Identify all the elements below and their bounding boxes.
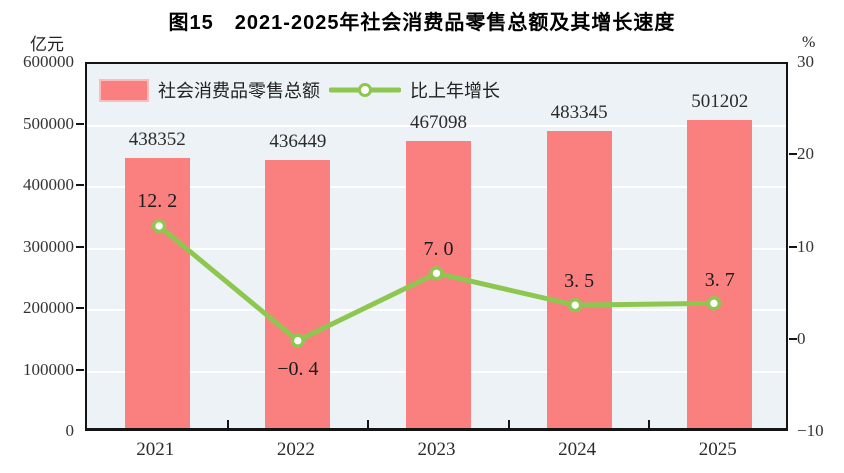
bar-value-label: 438352 [128,129,186,151]
right-axis-tick [789,245,797,248]
left-axis-unit: 亿元 [30,35,64,54]
right-axis-tick-label: 10 [797,236,814,256]
growth-value-label: 12. 2 [137,190,178,213]
left-axis-tick [76,307,84,309]
growth-value-label: −0. 4 [277,358,319,381]
left-axis-tick [76,122,84,125]
right-axis-tick-label: 20 [797,144,814,164]
x-axis-label-2024: 2024 [558,439,597,460]
left-axis-tick-label: 100000 [23,359,74,379]
x-axis-tick [226,420,229,428]
right-axis-tick [789,337,797,340]
x-axis-tick [648,420,651,428]
bar-value-label: 467098 [410,111,467,133]
left-axis-tick-label: 600000 [23,52,74,71]
left-axis-tick [76,184,84,186]
left-axis-tick [76,368,84,371]
bar-2022 [265,159,331,428]
left-axis-tick-label: 400000 [23,175,74,194]
gridline [87,124,786,127]
legend-line-label: 比上年增长 [410,81,500,101]
x-axis-label-2023: 2023 [417,439,456,460]
x-axis-tick [367,420,370,428]
legend-bar-label: 社会消费品零售总额 [158,81,320,101]
growth-value-label: 3. 5 [564,270,595,293]
right-axis-tick-label: 30 [797,52,814,71]
legend: 社会消费品零售总额 比上年增长 [99,77,500,103]
left-axis-tick-label: 0 [65,421,75,440]
plot-area: 社会消费品零售总额 比上年增长 438352 12. 2 436449 −0. 4 46… [85,62,788,431]
bar-2023 [406,140,471,428]
right-axis-unit: % [802,34,816,51]
right-axis-tick [789,153,797,156]
bar-value-label: 501202 [691,90,749,112]
x-axis-tick [507,420,510,428]
left-axis-tick-label: 300000 [23,236,74,256]
bar-value-label: 436449 [269,130,327,152]
left-axis-tick-label: 500000 [23,113,74,133]
right-axis-tick-label: 0 [797,328,806,348]
x-axis-label-2025: 2025 [698,439,737,460]
growth-value-label: 7. 0 [423,238,454,261]
chart-title: 图15 2021-2025年社会消费品零售总额及其增长速度 [168,12,676,34]
bar-value-label: 483345 [550,101,608,123]
right-axis-tick-label: −10 [797,421,824,440]
legend-line-marker-icon [329,83,401,97]
growth-value-label: 3. 7 [704,268,735,291]
x-axis-label-2022: 2022 [276,439,315,460]
left-axis-tick [76,245,84,248]
legend-bar-swatch [99,78,149,102]
x-axis-label-2021: 2021 [136,439,175,460]
left-axis-tick-label: 200000 [23,298,74,317]
